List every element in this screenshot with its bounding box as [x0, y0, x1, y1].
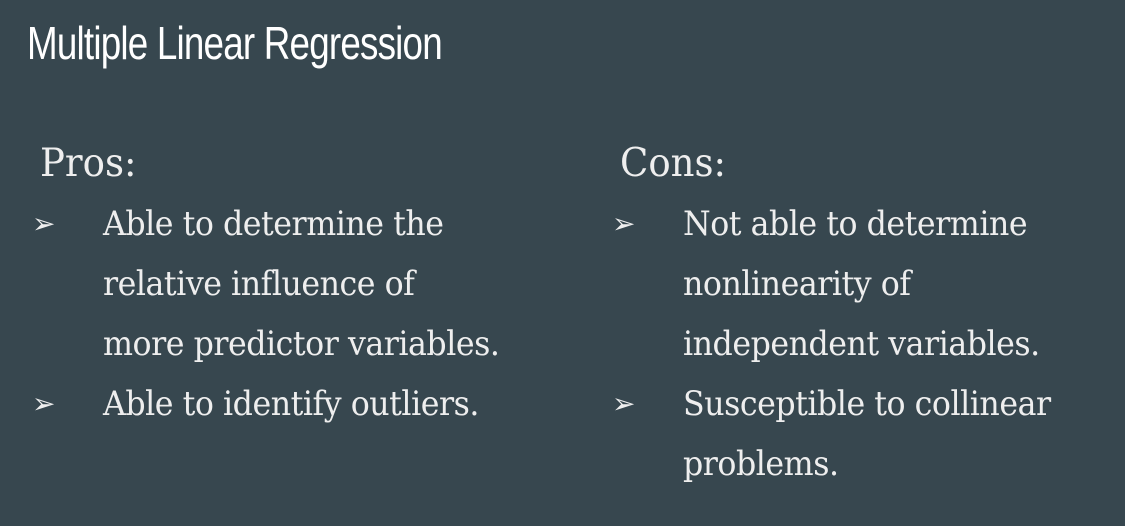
cons-item-line: problems. — [683, 444, 839, 484]
pros-item-line: relative influence of — [103, 264, 415, 304]
arrowhead-bullet-icon: ➢ — [32, 207, 56, 240]
arrowhead-bullet-icon: ➢ — [612, 207, 636, 240]
pros-item-line: Able to determine the — [103, 204, 444, 244]
pros-item-line: more predictor variables. — [103, 324, 500, 364]
pros-item-line: Able to identify outliers. — [103, 384, 479, 424]
pros-heading: Pros: — [40, 141, 137, 186]
cons-heading: Cons: — [620, 141, 727, 186]
cons-item-line: nonlinearity of — [683, 264, 911, 304]
cons-item: ➢ Not able to determine nonlinearity of … — [612, 194, 1120, 374]
pros-item: ➢ Able to determine the relative influen… — [32, 194, 585, 374]
pros-list: ➢ Able to determine the relative influen… — [32, 194, 585, 434]
cons-item-line: Not able to determine — [683, 204, 1028, 244]
slide-title: Multiple Linear Regression — [27, 17, 443, 69]
cons-item: ➢ Susceptible to collinear problems. — [612, 374, 1120, 494]
pros-item: ➢ Able to identify outliers. — [32, 374, 585, 434]
arrowhead-bullet-icon: ➢ — [612, 387, 636, 420]
cons-item-line: Susceptible to collinear — [683, 384, 1051, 424]
cons-list: ➢ Not able to determine nonlinearity of … — [612, 194, 1120, 494]
arrowhead-bullet-icon: ➢ — [32, 387, 56, 420]
cons-item-line: independent variables. — [683, 324, 1040, 364]
cons-column: Cons: ➢ Not able to determine nonlineari… — [612, 138, 1120, 494]
pros-column: Pros: ➢ Able to determine the relative i… — [32, 138, 585, 434]
